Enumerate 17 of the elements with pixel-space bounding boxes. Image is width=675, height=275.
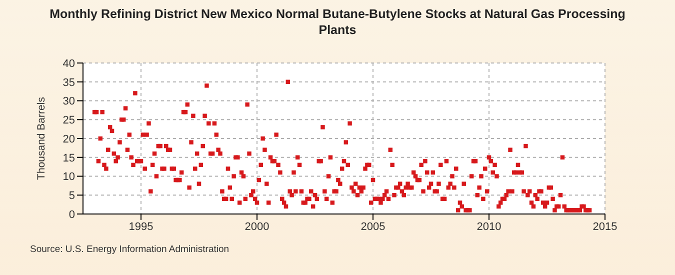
x-tick-label: 2000 (244, 220, 270, 233)
y-tick-label: 20 (62, 133, 75, 146)
x-tick-label: 2015 (592, 220, 618, 233)
y-tick-label: 30 (62, 96, 75, 108)
y-tick-label: 40 (62, 58, 75, 70)
x-tick-label: 2005 (360, 220, 386, 233)
x-tick-label: 1995 (128, 220, 154, 233)
y-tick-label: 15 (62, 152, 75, 164)
x-tick-label: 2010 (476, 220, 502, 233)
y-tick-label: 10 (62, 171, 75, 184)
y-tick-label: 5 (68, 190, 75, 202)
source-note: Source: U.S. Energy Information Administration (30, 244, 230, 255)
y-axis-title: Thousand Barrels (36, 97, 48, 180)
y-tick-label: 35 (62, 76, 75, 89)
y-tick-label: 0 (68, 208, 75, 221)
y-tick-label: 25 (62, 114, 75, 127)
chart-title: Monthly Refining District New Mexico Normal Butane-Butylene Stocks at Natural Gas Processing Plants (48, 6, 626, 38)
